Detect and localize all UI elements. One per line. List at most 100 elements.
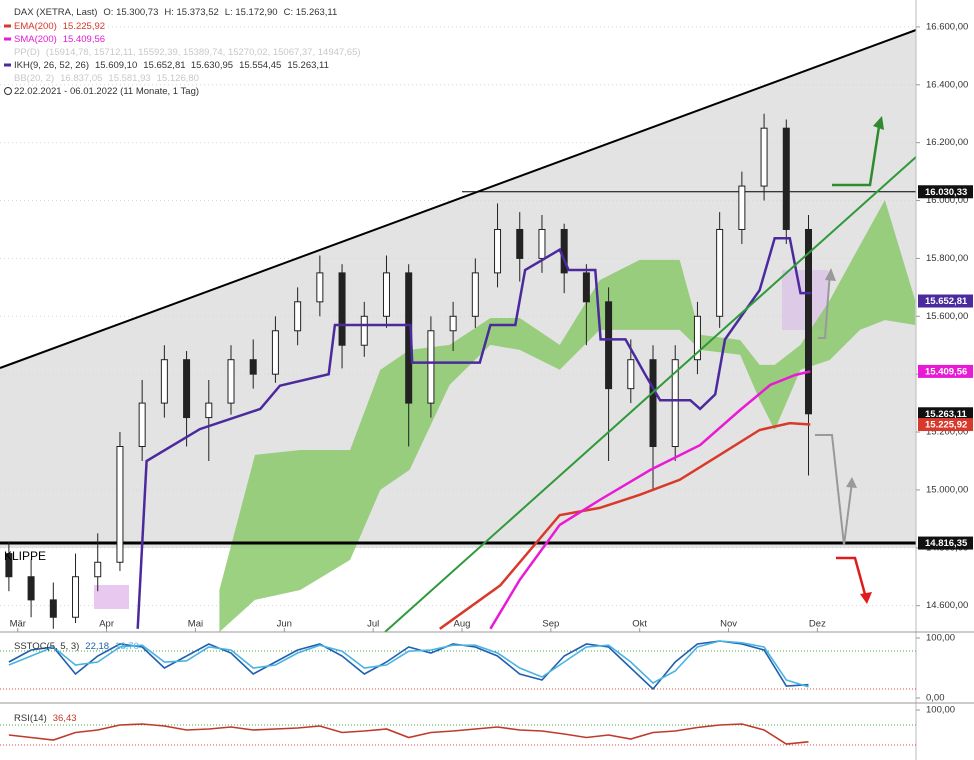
legend-text: 15.554,45	[239, 60, 281, 71]
candle-body	[338, 272, 346, 346]
y-tick-label: 100,00	[926, 633, 955, 644]
price-tag-label: 15.409,56	[925, 366, 967, 377]
legend-text: 15.263,11	[287, 60, 329, 71]
indicator-line	[489, 370, 811, 630]
y-tick-label: 16.400,00	[926, 79, 968, 90]
price-tag	[918, 536, 973, 550]
legend-text: H: 15.373,52	[164, 7, 218, 18]
price-tag	[918, 364, 973, 378]
candle-body	[249, 359, 257, 375]
legend-text: L: 15.172,90	[225, 7, 278, 18]
legend-text: IKH(9, 26, 52, 26)	[14, 60, 89, 71]
legend: DAX (XETRA, Last) O: 15.300,73 H: 15.373,5…	[4, 7, 361, 97]
legend-entry: SMA(200) 15.409,56	[14, 34, 105, 45]
klippe-label: KLIPPE	[4, 549, 46, 563]
candle-body	[804, 228, 812, 415]
legend-text: EMA(200)	[14, 21, 57, 32]
price-tag	[918, 418, 973, 432]
y-tick-label: 0,00	[926, 693, 945, 704]
y-tick-label: 16.200,00	[926, 137, 968, 148]
candle-body	[160, 359, 168, 404]
x-tick-label: Aug	[454, 619, 471, 630]
indicator-line	[439, 421, 811, 630]
legend-text: O: 15.300,73	[103, 7, 158, 18]
legend-text: SSTOC(5, 5, 3)	[14, 641, 79, 652]
candle-body	[5, 553, 13, 578]
candle-body	[27, 576, 35, 601]
candle-body	[782, 127, 790, 230]
legend-swatch	[4, 24, 11, 28]
y-tick-label: 15.600,00	[926, 311, 968, 322]
price-tag-label: 16.030,33	[925, 187, 967, 198]
x-tick-label: Jun	[277, 619, 292, 630]
top-layer: 14.600,0014.800,0015.000,0015.200,0015.4…	[4, 7, 973, 745]
legend-entry: RSI(14) 36,43	[14, 713, 77, 724]
candle-body	[294, 301, 302, 332]
legend-entry: PP(D) (15914,78, 15712,11, 15592,39, 1538…	[14, 47, 361, 58]
candle-body	[760, 127, 768, 187]
legend-entry: IKH(9, 26, 52, 26) 15.609,10 15.652,81 15.6…	[14, 60, 329, 71]
down-arrow	[836, 556, 868, 599]
candle-body	[649, 359, 657, 448]
x-tick-label: Nov	[720, 619, 737, 630]
candle-body	[671, 359, 679, 448]
legend-entry: BB(20, 2) 16.837,05 15.581,93 15.126,80	[14, 73, 199, 84]
price-tag-label: 15.263,11	[925, 409, 967, 420]
legend-text: 18,70	[115, 641, 139, 652]
candle-body	[738, 185, 746, 230]
legend-text: 15.581,93	[108, 73, 150, 84]
candle-body	[471, 272, 479, 317]
candle-body	[72, 576, 80, 618]
x-tick-label: Jul	[367, 619, 379, 630]
x-tick-label: Okt	[632, 619, 647, 630]
x-tick-label: Mär	[10, 619, 26, 630]
legend-text: 15.609,10	[95, 60, 137, 71]
legend-swatch	[4, 63, 11, 67]
y-tick-label: 15.800,00	[926, 253, 968, 264]
legend-text: 22,18	[85, 641, 109, 652]
legend-text: 22.02.2021 - 06.01.2022 (11 Monate, 1 Ta…	[14, 86, 199, 97]
legend-text: BB(20, 2)	[14, 73, 54, 84]
candle-body	[94, 561, 102, 578]
candle-body	[227, 359, 235, 404]
legend-text: (15914,78, 15712,11, 15592,39, 15389,74,…	[46, 47, 361, 58]
mid-layer	[0, 113, 916, 632]
grey-arrow-head	[846, 477, 857, 488]
candle-body	[183, 359, 191, 419]
legend-text: 36,43	[53, 713, 77, 724]
price-tag	[918, 185, 973, 199]
y-tick-label: 15.200,00	[926, 427, 968, 438]
down-arrow-head	[860, 592, 872, 604]
grey-path	[815, 434, 853, 546]
candle-body	[605, 301, 613, 390]
price-tag-label: 15.225,92	[925, 420, 967, 431]
legend-entry: DAX (XETRA, Last) O: 15.300,73 H: 15.373,5…	[14, 7, 337, 18]
legend-text: 15.126,80	[157, 73, 199, 84]
candle-body	[316, 272, 324, 303]
legend-entry: EMA(200) 15.225,92	[14, 21, 105, 32]
under-layer	[0, 26, 916, 607]
y-tick-label: 16.000,00	[926, 195, 968, 206]
legend-text: 16.837,05	[60, 73, 102, 84]
y-tick-label: 14.600,00	[926, 600, 968, 611]
price-tag-label: 15.652,81	[925, 296, 968, 307]
legend-text: C: 15.263,11	[284, 7, 338, 18]
legend-text: RSI(14)	[14, 713, 47, 724]
price-tag-label: 14.816,35	[925, 538, 968, 549]
legend-entry: SSTOC(5, 5, 3) 22,18 18,70	[14, 641, 139, 652]
x-tick-label: Dez	[809, 619, 826, 630]
candle-body	[516, 228, 524, 259]
price-tag	[918, 407, 973, 421]
x-tick-label: Mai	[188, 619, 203, 630]
candle-body	[693, 315, 701, 361]
candle-body	[538, 228, 546, 259]
up-arrow-head	[873, 116, 884, 130]
candle-body	[360, 315, 368, 346]
legend-text: 15.225,92	[63, 21, 105, 32]
indicator-line	[136, 236, 812, 629]
legend-text: SMA(200)	[14, 34, 57, 45]
candle-body	[205, 402, 213, 419]
candle-body	[582, 272, 590, 303]
indicator-line	[8, 640, 809, 691]
